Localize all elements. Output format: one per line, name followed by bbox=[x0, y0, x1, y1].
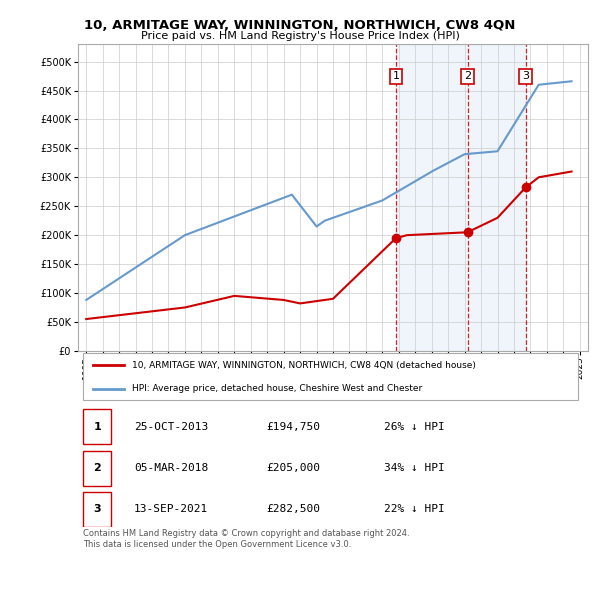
Text: 10, ARMITAGE WAY, WINNINGTON, NORTHWICH, CW8 4QN: 10, ARMITAGE WAY, WINNINGTON, NORTHWICH,… bbox=[85, 19, 515, 32]
Text: 05-MAR-2018: 05-MAR-2018 bbox=[134, 463, 208, 473]
Text: 3: 3 bbox=[94, 504, 101, 514]
Bar bbox=[396, 44, 526, 351]
Text: 13-SEP-2021: 13-SEP-2021 bbox=[134, 504, 208, 514]
Text: 22% ↓ HPI: 22% ↓ HPI bbox=[384, 504, 445, 514]
Text: 3: 3 bbox=[522, 71, 529, 81]
Text: 25-OCT-2013: 25-OCT-2013 bbox=[134, 422, 208, 432]
Text: 1: 1 bbox=[93, 422, 101, 432]
Text: £282,500: £282,500 bbox=[266, 504, 320, 514]
Text: 2: 2 bbox=[464, 71, 471, 81]
Text: 2: 2 bbox=[93, 463, 101, 473]
FancyBboxPatch shape bbox=[83, 451, 111, 486]
FancyBboxPatch shape bbox=[83, 353, 578, 400]
Text: 1: 1 bbox=[392, 71, 400, 81]
FancyBboxPatch shape bbox=[83, 409, 111, 444]
Text: 26% ↓ HPI: 26% ↓ HPI bbox=[384, 422, 445, 432]
Text: HPI: Average price, detached house, Cheshire West and Chester: HPI: Average price, detached house, Ches… bbox=[131, 384, 422, 393]
Text: 34% ↓ HPI: 34% ↓ HPI bbox=[384, 463, 445, 473]
Text: Price paid vs. HM Land Registry's House Price Index (HPI): Price paid vs. HM Land Registry's House … bbox=[140, 31, 460, 41]
Text: £194,750: £194,750 bbox=[266, 422, 320, 432]
Text: Contains HM Land Registry data © Crown copyright and database right 2024.
This d: Contains HM Land Registry data © Crown c… bbox=[83, 529, 410, 549]
Text: 10, ARMITAGE WAY, WINNINGTON, NORTHWICH, CW8 4QN (detached house): 10, ARMITAGE WAY, WINNINGTON, NORTHWICH,… bbox=[131, 360, 475, 370]
Text: £205,000: £205,000 bbox=[266, 463, 320, 473]
FancyBboxPatch shape bbox=[83, 492, 111, 527]
